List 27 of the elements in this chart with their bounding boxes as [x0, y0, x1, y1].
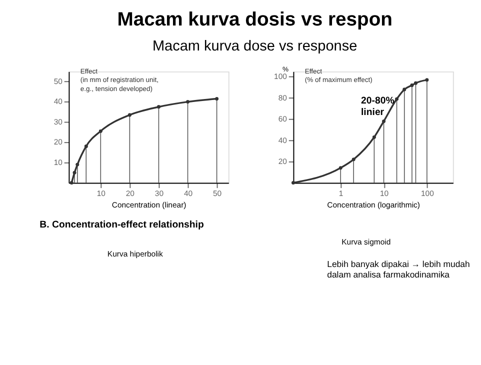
x-tick-label: 1: [338, 188, 344, 198]
text: Lebih banyak dipakai → lebih mudah dalam analisa farmakodinamika: [327, 258, 470, 280]
y-tick-label: 40: [278, 136, 287, 145]
y-tick-label: 100: [274, 72, 287, 82]
chart-subtitle: Macam kurva dose vs response: [152, 38, 358, 55]
text: Kurva sigmoid: [342, 238, 391, 247]
y-tick-label: 20: [278, 156, 287, 166]
x-axis-title: Concentration (logarithmic): [327, 200, 420, 210]
y-tick-label: 20: [54, 138, 62, 147]
y-tick-label: 30: [54, 117, 62, 126]
chart-title: Macam kurva dosis vs respon: [117, 8, 392, 30]
text: B. Concentration-effect relationship: [40, 219, 204, 230]
x-tick-label: 30: [154, 188, 164, 198]
y-tick-label: 60: [278, 114, 287, 124]
y-tick-label: 40: [54, 97, 62, 106]
x-tick-label: 50: [212, 188, 222, 198]
text: Kurva hiperbolik: [107, 249, 164, 258]
y-tick-label: 10: [54, 158, 62, 167]
x-axis-title: Concentration (linear): [112, 200, 187, 210]
y-tick-label: 50: [54, 76, 62, 86]
y-tick-label: 80: [278, 93, 287, 102]
x-tick-label: 10: [96, 188, 106, 198]
x-tick-label: 10: [380, 188, 389, 198]
x-tick-label: 20: [126, 188, 134, 198]
annotation: 20-80% linier: [360, 95, 395, 118]
x-tick-label: 100: [420, 188, 434, 198]
x-tick-label: 40: [184, 188, 193, 198]
